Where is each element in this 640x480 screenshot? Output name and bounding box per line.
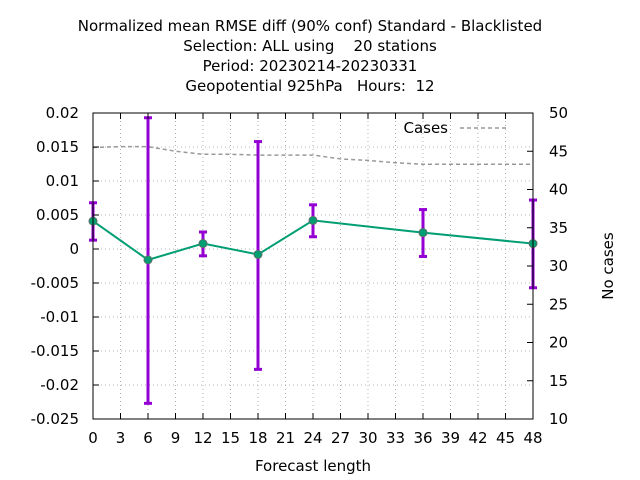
- x-tick-label: 24: [303, 429, 322, 447]
- y2-tick-label: 25: [549, 295, 568, 313]
- data-point: [308, 215, 318, 225]
- x-tick-label: 9: [171, 429, 181, 447]
- chart-title-line-3: Period: 20230214-20230331: [202, 57, 418, 75]
- y-tick-label: 0: [69, 240, 79, 258]
- x-tick-label: 48: [523, 429, 542, 447]
- y-tick-label: -0.005: [31, 274, 79, 292]
- y-tick-label: -0.015: [31, 342, 79, 360]
- x-tick-label: 3: [116, 429, 126, 447]
- x-tick-label: 18: [248, 429, 267, 447]
- x-tick-label: 42: [468, 429, 487, 447]
- y-tick-label: -0.02: [40, 376, 79, 394]
- y2-tick-label: 45: [549, 142, 568, 160]
- x-tick-label: 39: [441, 429, 460, 447]
- y2-tick-label: 10: [549, 410, 568, 428]
- y-tick-label: 0.01: [46, 172, 79, 190]
- y2-tick-label: 15: [549, 372, 568, 390]
- data-point: [253, 249, 263, 259]
- y-tick-label: -0.025: [31, 410, 79, 428]
- chart-title-line-4: Geopotential 925hPa Hours: 12: [185, 77, 435, 95]
- data-point: [198, 239, 208, 249]
- y-tick-label: 0.015: [36, 138, 79, 156]
- x-tick-label: 12: [193, 429, 212, 447]
- x-tick-label: 36: [413, 429, 432, 447]
- y2-tick-label: 50: [549, 104, 568, 122]
- x-tick-label: 0: [88, 429, 98, 447]
- y-tick-label: 0.005: [36, 206, 79, 224]
- y2-tick-label: 20: [549, 334, 568, 352]
- legend: Cases: [403, 119, 506, 137]
- y-tick-label: 0.02: [46, 104, 79, 122]
- x-tick-label: 45: [496, 429, 515, 447]
- y-tick-label: -0.01: [40, 308, 79, 326]
- x-tick-label: 6: [143, 429, 153, 447]
- cases-series: [92, 145, 533, 166]
- x-axis-label: Forecast length: [255, 457, 371, 475]
- x-tick-label: 27: [331, 429, 350, 447]
- x-tick-label: 30: [358, 429, 377, 447]
- x-tick-label: 33: [386, 429, 405, 447]
- chart-title-line-1: Normalized mean RMSE diff (90% conf) Sta…: [77, 17, 543, 35]
- y2-axis-label: No cases: [599, 232, 617, 300]
- cases-line: [92, 145, 533, 166]
- y2-tick-label: 35: [549, 219, 568, 237]
- x-tick-label: 15: [221, 429, 240, 447]
- grid: [93, 113, 533, 419]
- y2-tick-label: 30: [549, 257, 568, 275]
- chart-title-line-2: Selection: ALL using 20 stations: [183, 37, 437, 55]
- data-point: [143, 255, 153, 265]
- legend-label-cases: Cases: [403, 119, 448, 137]
- rmse-diff-series: [88, 116, 538, 405]
- x-tick-label: 21: [276, 429, 295, 447]
- data-point: [418, 228, 428, 238]
- axes: 0 3 6 9 12 15 18 21 24 27 30 33 36 39 42 45 480.020.0150…: [31, 104, 568, 447]
- y2-tick-label: 40: [549, 181, 568, 199]
